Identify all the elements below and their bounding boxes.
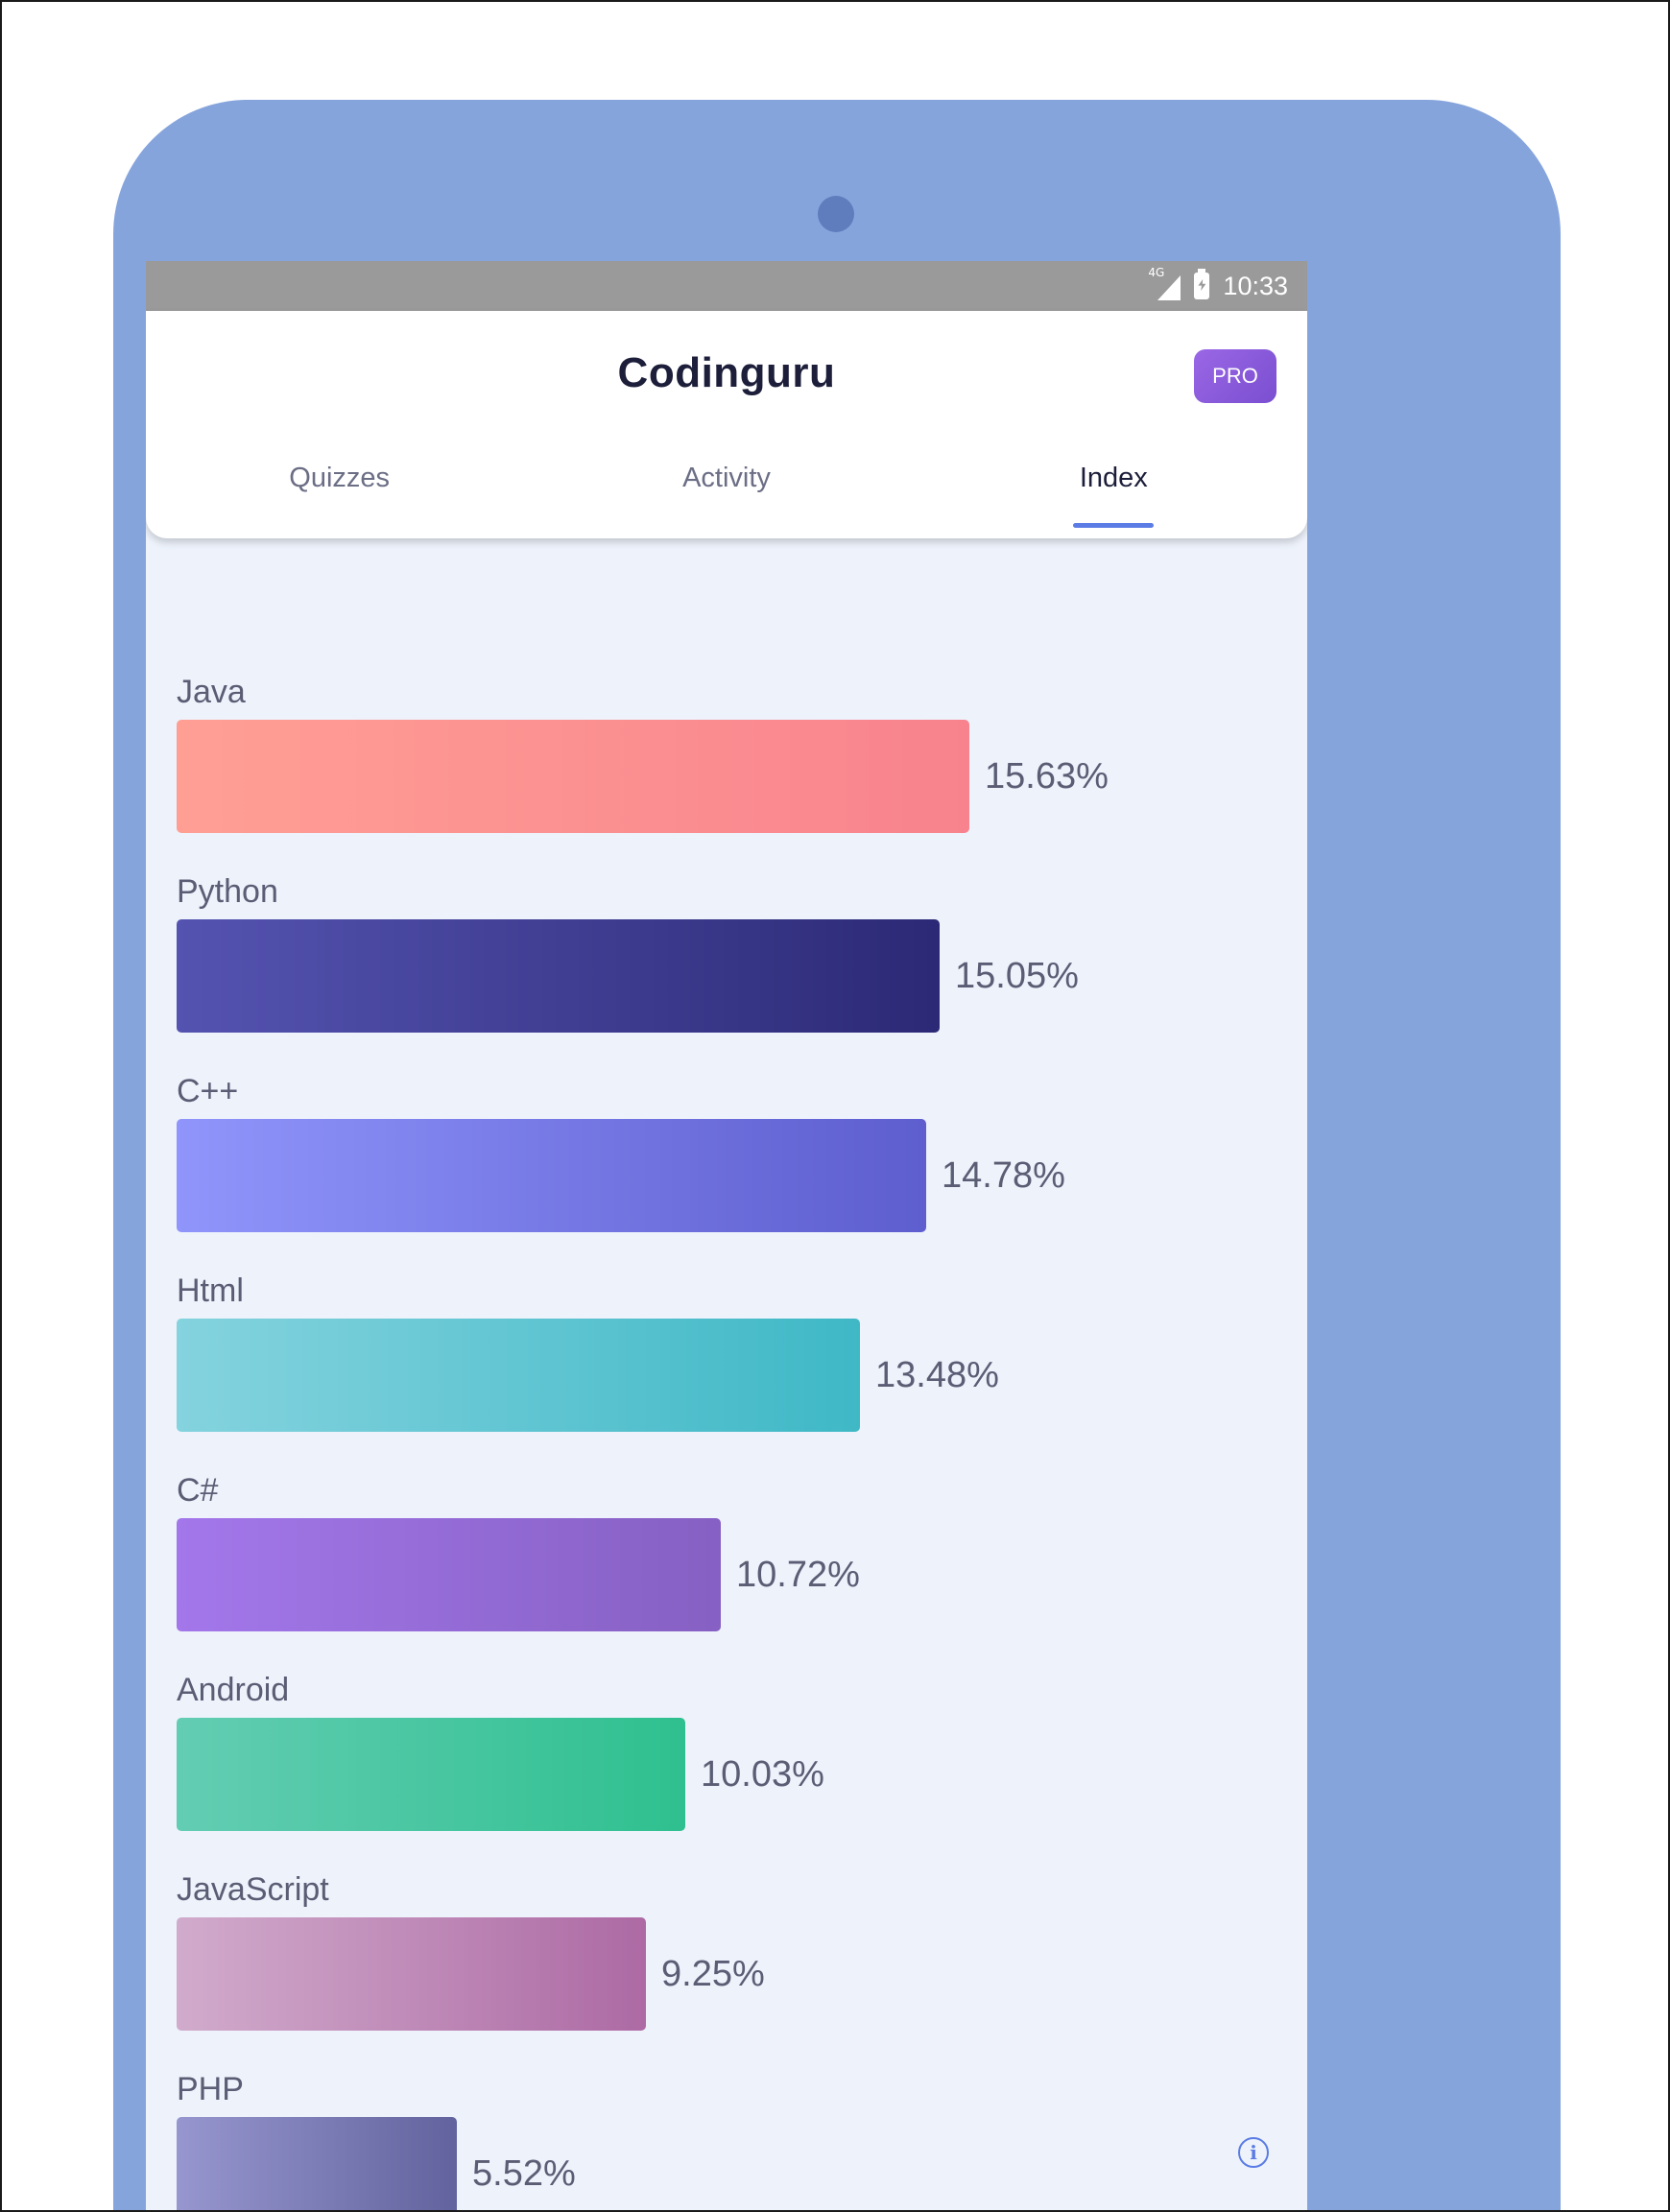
bar-value: 5.52% xyxy=(472,2153,576,2194)
bar-item: Android 10.03% xyxy=(177,1672,1276,1871)
bar-label: PHP xyxy=(177,2071,244,2107)
bar-value: 15.05% xyxy=(955,955,1079,996)
bar-label: Java xyxy=(177,674,246,710)
tab-bar: Quizzes Activity Index xyxy=(146,463,1307,522)
status-time: 10:33 xyxy=(1223,271,1288,300)
bar xyxy=(177,1917,646,2031)
info-icon[interactable]: i xyxy=(1238,2137,1269,2168)
bar-label: Python xyxy=(177,873,278,910)
bar-item: Python 15.05% xyxy=(177,873,1276,1073)
bar-row: 5.52% xyxy=(177,2117,576,2210)
tab-activity[interactable]: Activity xyxy=(682,463,771,493)
status-bar: 4G 10:33 xyxy=(146,261,1307,311)
bar xyxy=(177,720,969,833)
signal-icon: 4G xyxy=(1148,266,1181,300)
bar-value: 15.63% xyxy=(985,755,1109,797)
bar-value: 14.78% xyxy=(942,1154,1065,1196)
bar-value: 10.72% xyxy=(736,1554,860,1595)
language-index-chart: Java 15.63% Python 15.05% C++ 14.78% Html 13.48… xyxy=(177,674,1276,2210)
bar xyxy=(177,1518,721,1631)
bar-row: 10.72% xyxy=(177,1518,860,1631)
tab-index[interactable]: Index xyxy=(920,463,1307,522)
app-header: Codinguru PRO Quizzes Activity Index xyxy=(146,311,1307,538)
bar-label: Html xyxy=(177,1272,244,1309)
camera-icon xyxy=(818,196,854,232)
bar-row: 15.63% xyxy=(177,720,1109,833)
bar xyxy=(177,919,940,1033)
bar-row: 9.25% xyxy=(177,1917,765,2031)
app-screen: 4G 10:33 Codinguru PRO Quizzes Activity … xyxy=(146,261,1307,2210)
bar-value: 13.48% xyxy=(875,1354,999,1395)
app-title: Codinguru xyxy=(617,349,836,396)
bar-label: C++ xyxy=(177,1073,239,1109)
bar-item: C++ 14.78% xyxy=(177,1073,1276,1272)
bar-label: Android xyxy=(177,1672,290,1708)
bar-row: 14.78% xyxy=(177,1119,1065,1232)
pro-button[interactable]: PRO xyxy=(1194,349,1276,403)
bar xyxy=(177,1119,926,1232)
bar-item: PHP 5.52% xyxy=(177,2071,1276,2210)
bar-row: 15.05% xyxy=(177,919,1079,1033)
bar-item: C# 10.72% xyxy=(177,1472,1276,1672)
tab-quizzes[interactable]: Quizzes xyxy=(289,463,391,493)
bar-item: JavaScript 9.25% xyxy=(177,1871,1276,2071)
bar xyxy=(177,1319,860,1432)
bar xyxy=(177,2117,457,2210)
bar-label: JavaScript xyxy=(177,1871,329,1908)
bar-row: 10.03% xyxy=(177,1718,824,1831)
bar-item: Html 13.48% xyxy=(177,1272,1276,1472)
bar-value: 10.03% xyxy=(701,1753,824,1795)
bar-value: 9.25% xyxy=(661,1953,765,1994)
battery-icon xyxy=(1194,269,1210,299)
bar-item: Java 15.63% xyxy=(177,674,1276,873)
bar xyxy=(177,1718,685,1831)
bar-row: 13.48% xyxy=(177,1319,999,1432)
bar-label: C# xyxy=(177,1472,219,1509)
